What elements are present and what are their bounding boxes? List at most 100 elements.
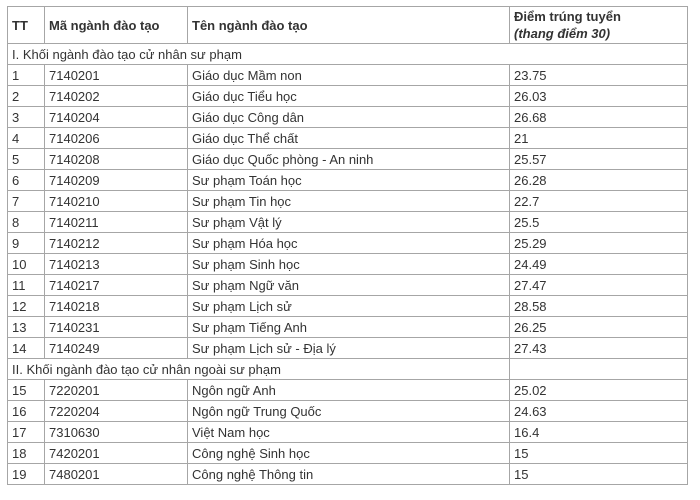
program-name-cell: Sư phạm Lịch sử - Địa lý <box>187 337 510 359</box>
program-name-cell: Công nghệ Sinh học <box>187 442 510 464</box>
program-name-cell: Sư phạm Tiếng Anh <box>187 316 510 338</box>
score-cell: 26.25 <box>509 316 688 338</box>
score-cell: 15 <box>509 463 688 485</box>
program-name-cell: Công nghệ Thông tin <box>187 463 510 485</box>
table-row: 17 7310630 Việt Nam học 16.4 <box>7 421 688 443</box>
table-row: 19 7480201 Công nghệ Thông tin 15 <box>7 463 688 485</box>
header-cell-program-name: Tên ngành đào tạo <box>187 6 510 44</box>
score-cell: 26.03 <box>509 85 688 107</box>
admission-score-table-container: TT Mã ngành đào tạo Tên ngành đào tạo Đi… <box>7 6 688 485</box>
admission-score-table: TT Mã ngành đào tạo Tên ngành đào tạo Đi… <box>7 6 688 485</box>
table-row: 16 7220204 Ngôn ngữ Trung Quốc 24.63 <box>7 400 688 422</box>
row-index-cell: 5 <box>7 148 45 170</box>
header-cell-program-code: Mã ngành đào tạo <box>44 6 188 44</box>
row-index-cell: 2 <box>7 85 45 107</box>
table-row: 8 7140211 Sư phạm Vật lý 25.5 <box>7 211 688 233</box>
score-cell: 27.43 <box>509 337 688 359</box>
row-index-cell: 6 <box>7 169 45 191</box>
table-row: 13 7140231 Sư phạm Tiếng Anh 26.25 <box>7 316 688 338</box>
row-index-cell: 8 <box>7 211 45 233</box>
score-cell: 27.47 <box>509 274 688 296</box>
program-code-cell: 7140208 <box>44 148 188 170</box>
score-cell: 26.28 <box>509 169 688 191</box>
program-code-cell: 7140204 <box>44 106 188 128</box>
program-name-cell: Việt Nam học <box>187 421 510 443</box>
header-row: TT Mã ngành đào tạo Tên ngành đào tạo Đi… <box>7 6 688 44</box>
program-code-cell: 7140209 <box>44 169 188 191</box>
program-code-cell: 7420201 <box>44 442 188 464</box>
row-index-cell: 9 <box>7 232 45 254</box>
program-name-cell: Giáo dục Công dân <box>187 106 510 128</box>
program-name-cell: Ngôn ngữ Anh <box>187 379 510 401</box>
section-title: I. Khối ngành đào tạo cử nhân sư phạm <box>7 43 688 65</box>
row-index-cell: 18 <box>7 442 45 464</box>
score-cell: 25.57 <box>509 148 688 170</box>
program-name-cell: Giáo dục Quốc phòng - An ninh <box>187 148 510 170</box>
table-row: 11 7140217 Sư phạm Ngữ văn 27.47 <box>7 274 688 296</box>
score-cell: 28.58 <box>509 295 688 317</box>
score-cell: 23.75 <box>509 64 688 86</box>
score-cell: 25.5 <box>509 211 688 233</box>
row-index-cell: 17 <box>7 421 45 443</box>
program-name-cell: Sư phạm Vật lý <box>187 211 510 233</box>
score-cell: 25.02 <box>509 379 688 401</box>
program-code-cell: 7480201 <box>44 463 188 485</box>
row-index-cell: 16 <box>7 400 45 422</box>
table-row: 7 7140210 Sư phạm Tin học 22.7 <box>7 190 688 212</box>
program-name-cell: Sư phạm Hóa học <box>187 232 510 254</box>
score-cell: 25.29 <box>509 232 688 254</box>
program-code-cell: 7140217 <box>44 274 188 296</box>
score-cell: 26.68 <box>509 106 688 128</box>
table-row: 12 7140218 Sư phạm Lịch sử 28.58 <box>7 295 688 317</box>
program-name-cell: Sư phạm Toán học <box>187 169 510 191</box>
table-row: 14 7140249 Sư phạm Lịch sử - Địa lý 27.43 <box>7 337 688 359</box>
program-name-cell: Sư phạm Lịch sử <box>187 295 510 317</box>
score-cell: 15 <box>509 442 688 464</box>
header-cell-tt: TT <box>7 6 45 44</box>
score-cell: 21 <box>509 127 688 149</box>
table-row: 4 7140206 Giáo dục Thể chất 21 <box>7 127 688 149</box>
row-index-cell: 12 <box>7 295 45 317</box>
score-header-subtitle: (thang điểm 30) <box>514 26 611 41</box>
section-row: I. Khối ngành đào tạo cử nhân sư phạm <box>7 43 688 65</box>
score-cell: 24.49 <box>509 253 688 275</box>
row-index-cell: 14 <box>7 337 45 359</box>
program-name-cell: Sư phạm Ngữ văn <box>187 274 510 296</box>
program-code-cell: 7220204 <box>44 400 188 422</box>
table-row: 6 7140209 Sư phạm Toán học 26.28 <box>7 169 688 191</box>
row-index-cell: 19 <box>7 463 45 485</box>
program-name-cell: Sư phạm Tin học <box>187 190 510 212</box>
program-code-cell: 7310630 <box>44 421 188 443</box>
row-index-cell: 11 <box>7 274 45 296</box>
score-header-title: Điểm trúng tuyển <box>514 9 621 24</box>
row-index-cell: 3 <box>7 106 45 128</box>
program-code-cell: 7140213 <box>44 253 188 275</box>
score-cell: 22.7 <box>509 190 688 212</box>
row-index-cell: 13 <box>7 316 45 338</box>
section-row: II. Khối ngành đào tạo cử nhân ngoài sư … <box>7 358 688 380</box>
table-row: 9 7140212 Sư phạm Hóa học 25.29 <box>7 232 688 254</box>
program-name-cell: Giáo dục Mầm non <box>187 64 510 86</box>
program-code-cell: 7140249 <box>44 337 188 359</box>
section-empty-score-cell <box>509 358 688 380</box>
program-code-cell: 7140211 <box>44 211 188 233</box>
program-code-cell: 7140206 <box>44 127 188 149</box>
program-name-cell: Giáo dục Thể chất <box>187 127 510 149</box>
section-title: II. Khối ngành đào tạo cử nhân ngoài sư … <box>7 358 510 380</box>
table-row: 18 7420201 Công nghệ Sinh học 15 <box>7 442 688 464</box>
program-name-cell: Giáo dục Tiểu học <box>187 85 510 107</box>
program-code-cell: 7140231 <box>44 316 188 338</box>
program-code-cell: 7140212 <box>44 232 188 254</box>
table-row: 1 7140201 Giáo dục Mầm non 23.75 <box>7 64 688 86</box>
row-index-cell: 4 <box>7 127 45 149</box>
program-code-cell: 7140210 <box>44 190 188 212</box>
table-row: 3 7140204 Giáo dục Công dân 26.68 <box>7 106 688 128</box>
row-index-cell: 15 <box>7 379 45 401</box>
program-code-cell: 7220201 <box>44 379 188 401</box>
score-cell: 16.4 <box>509 421 688 443</box>
program-code-cell: 7140201 <box>44 64 188 86</box>
program-name-cell: Sư phạm Sinh học <box>187 253 510 275</box>
row-index-cell: 7 <box>7 190 45 212</box>
score-cell: 24.63 <box>509 400 688 422</box>
program-name-cell: Ngôn ngữ Trung Quốc <box>187 400 510 422</box>
